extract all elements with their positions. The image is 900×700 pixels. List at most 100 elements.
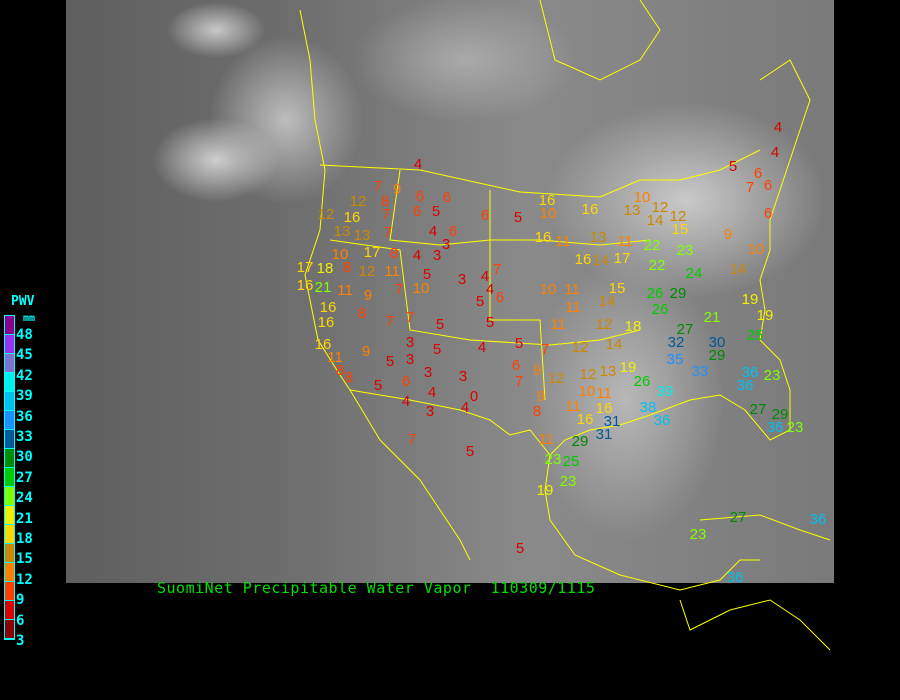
station-pwv-value: 32 (667, 334, 685, 351)
station-pwv-value: 15 (671, 221, 689, 238)
station-pwv-value: 5 (515, 540, 525, 557)
station-pwv-value: 7 (383, 224, 393, 241)
station-pwv-value: 17 (613, 250, 631, 267)
station-pwv-value: 14 (598, 293, 616, 310)
station-pwv-value: 10 (412, 280, 430, 297)
station-pwv-value: 5 (728, 158, 738, 175)
station-pwv-value: 7 (394, 281, 404, 298)
station-pwv-value: 11 (538, 431, 554, 448)
station-pwv-value: 12 (651, 199, 669, 216)
station-pwv-value: 12 (349, 193, 367, 210)
legend-label: 24 (16, 490, 33, 507)
legend-label: 9 (16, 592, 25, 609)
station-pwv-value: 19 (741, 291, 759, 308)
station-pwv-value: 38 (639, 399, 657, 416)
central-america (679, 599, 831, 651)
station-pwv-value: 11 (565, 299, 581, 316)
station-pwv-value: 5 (432, 341, 442, 358)
station-pwv-value: 21 (314, 279, 332, 296)
station-pwv-value: 16 (576, 411, 594, 428)
station-pwv-value: 4 (477, 339, 487, 356)
legend-unit: mm (23, 313, 36, 324)
legend-swatch (5, 487, 14, 506)
baja-coast (349, 389, 471, 561)
station-pwv-value: 11 (565, 398, 581, 415)
station-pwv-value: 4 (413, 156, 423, 173)
station-pwv-value: 23 (676, 242, 694, 259)
map-title: SuomiNet Precipitable Water Vapor 110309… (157, 579, 596, 597)
station-pwv-value: 15 (608, 280, 626, 297)
station-pwv-value: 12 (669, 208, 687, 225)
station-pwv-value: 27 (749, 401, 767, 418)
station-pwv-value: 22 (643, 237, 661, 254)
station-pwv-value: 22 (648, 257, 666, 274)
station-pwv-value: 36 (809, 511, 827, 528)
station-pwv-value: 3 (405, 351, 415, 368)
station-pwv-value: 17 (296, 259, 314, 276)
legend-label: 21 (16, 510, 33, 527)
station-pwv-value: 5 (514, 335, 524, 352)
station-pwv-value: 12 (595, 316, 613, 333)
station-pwv-value: 3 (425, 403, 435, 420)
legend-swatch (5, 430, 14, 449)
station-pwv-value: 18 (624, 318, 642, 335)
legend-swatch (5, 506, 14, 525)
station-pwv-value: 10 (331, 246, 349, 263)
station-pwv-value: 10 (747, 241, 765, 258)
station-pwv-value: 3 (441, 236, 451, 253)
station-pwv-value: 11 (327, 349, 343, 366)
station-pwv-value: 4 (770, 144, 780, 161)
station-pwv-value: 13 (599, 363, 617, 380)
station-pwv-value: 11 (384, 263, 400, 280)
legend-swatch (5, 468, 14, 487)
station-pwv-value: 12 (358, 263, 376, 280)
station-pwv-value: 4 (480, 268, 490, 285)
legend-label: 27 (16, 469, 33, 486)
legend-swatch (5, 392, 14, 411)
station-pwv-value: 6 (401, 373, 411, 390)
station-pwv-value: 8 (357, 305, 367, 322)
station-pwv-value: 11 (596, 385, 612, 402)
station-pwv-value: 6 (511, 357, 521, 374)
station-pwv-value: 35 (666, 351, 684, 368)
legend-heading: PWV (11, 294, 35, 309)
station-pwv-value: 3 (405, 334, 415, 351)
legend-swatch (5, 335, 14, 354)
station-pwv-value: 7 (405, 309, 415, 326)
station-pwv-value: 7 (373, 178, 383, 195)
station-pwv-value: 31 (595, 426, 613, 443)
station-pwv-value: 36 (653, 412, 671, 429)
station-pwv-value: 23 (763, 367, 781, 384)
station-pwv-value: 13 (623, 202, 641, 219)
station-pwv-value: 7 (492, 261, 502, 278)
station-pwv-value: 13 (333, 223, 351, 240)
station-pwv-value: 9 (392, 181, 402, 198)
station-pwv-value: 5 (435, 316, 445, 333)
station-pwv-value: 0 (469, 388, 479, 405)
station-pwv-value: 5 (485, 314, 495, 331)
legend-swatch (5, 373, 14, 392)
legend-label: 42 (16, 367, 33, 384)
station-pwv-value: 9 (361, 343, 371, 360)
station-pwv-value: 7 (381, 206, 391, 223)
station-pwv-value: 8 (389, 245, 399, 262)
station-pwv-value: 5 (385, 353, 395, 370)
legend-swatch (5, 525, 14, 544)
station-pwv-value: 27 (676, 321, 694, 338)
station-pwv-value: 16 (296, 277, 314, 294)
station-pwv-value: 25 (562, 453, 580, 470)
legend-label: 45 (16, 347, 33, 364)
station-pwv-value: 12 (571, 339, 589, 356)
station-pwv-value: 10 (539, 205, 557, 222)
station-pwv-value: 5 (422, 266, 432, 283)
station-pwv-value: 19 (619, 359, 637, 376)
station-pwv-value: 24 (685, 265, 703, 282)
station-pwv-value: 36 (766, 419, 784, 436)
station-pwv-value: 21 (703, 309, 721, 326)
station-pwv-value: 23 (786, 419, 804, 436)
station-pwv-value: 12 (547, 370, 565, 387)
station-pwv-value: 33 (691, 363, 709, 380)
cuba (699, 514, 831, 541)
legend-swatch (5, 354, 14, 373)
